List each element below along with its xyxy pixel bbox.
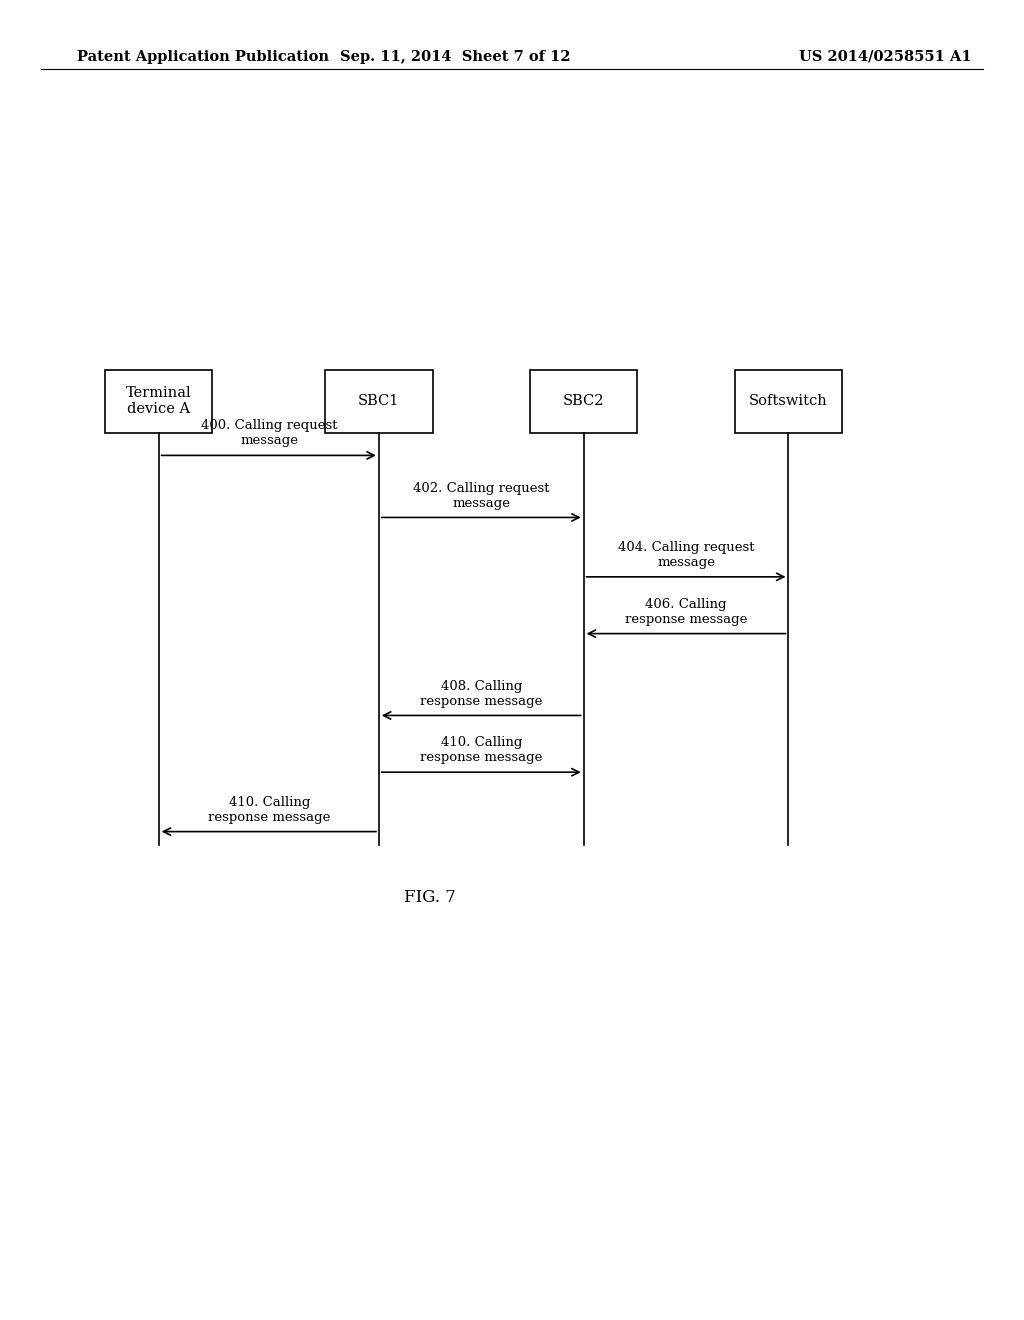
Text: 410. Calling
response message: 410. Calling response message	[420, 737, 543, 764]
Text: Sep. 11, 2014  Sheet 7 of 12: Sep. 11, 2014 Sheet 7 of 12	[340, 50, 571, 63]
Bar	[735, 370, 842, 433]
Text: SBC1: SBC1	[358, 395, 399, 408]
Text: US 2014/0258551 A1: US 2014/0258551 A1	[800, 50, 972, 63]
Text: 406. Calling
response message: 406. Calling response message	[625, 598, 748, 626]
Bar	[530, 370, 637, 433]
Text: Softswitch: Softswitch	[750, 395, 827, 408]
Text: 410. Calling
response message: 410. Calling response message	[208, 796, 331, 824]
Bar	[105, 370, 213, 433]
Text: SBC2: SBC2	[563, 395, 604, 408]
Text: Terminal
device A: Terminal device A	[126, 387, 191, 416]
Text: Patent Application Publication: Patent Application Publication	[77, 50, 329, 63]
Text: 408. Calling
response message: 408. Calling response message	[420, 680, 543, 708]
Text: FIG. 7: FIG. 7	[404, 890, 456, 906]
Text: 400. Calling request
message: 400. Calling request message	[201, 420, 338, 447]
Bar	[326, 370, 432, 433]
Text: 402. Calling request
message: 402. Calling request message	[413, 482, 550, 510]
Text: 404. Calling request
message: 404. Calling request message	[617, 541, 755, 569]
